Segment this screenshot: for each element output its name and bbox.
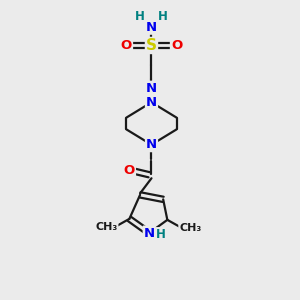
Text: S: S bbox=[146, 38, 157, 53]
Text: N: N bbox=[146, 138, 157, 151]
Text: H: H bbox=[135, 10, 145, 22]
Text: N: N bbox=[146, 96, 157, 109]
Text: O: O bbox=[121, 39, 132, 52]
Text: N: N bbox=[146, 82, 157, 95]
Text: H: H bbox=[158, 10, 168, 22]
Text: CH₃: CH₃ bbox=[95, 222, 118, 232]
Text: N: N bbox=[144, 226, 155, 239]
Text: H: H bbox=[156, 228, 166, 241]
Text: O: O bbox=[171, 39, 182, 52]
Text: CH₃: CH₃ bbox=[179, 223, 201, 233]
Text: O: O bbox=[124, 164, 135, 177]
Text: N: N bbox=[146, 21, 157, 34]
